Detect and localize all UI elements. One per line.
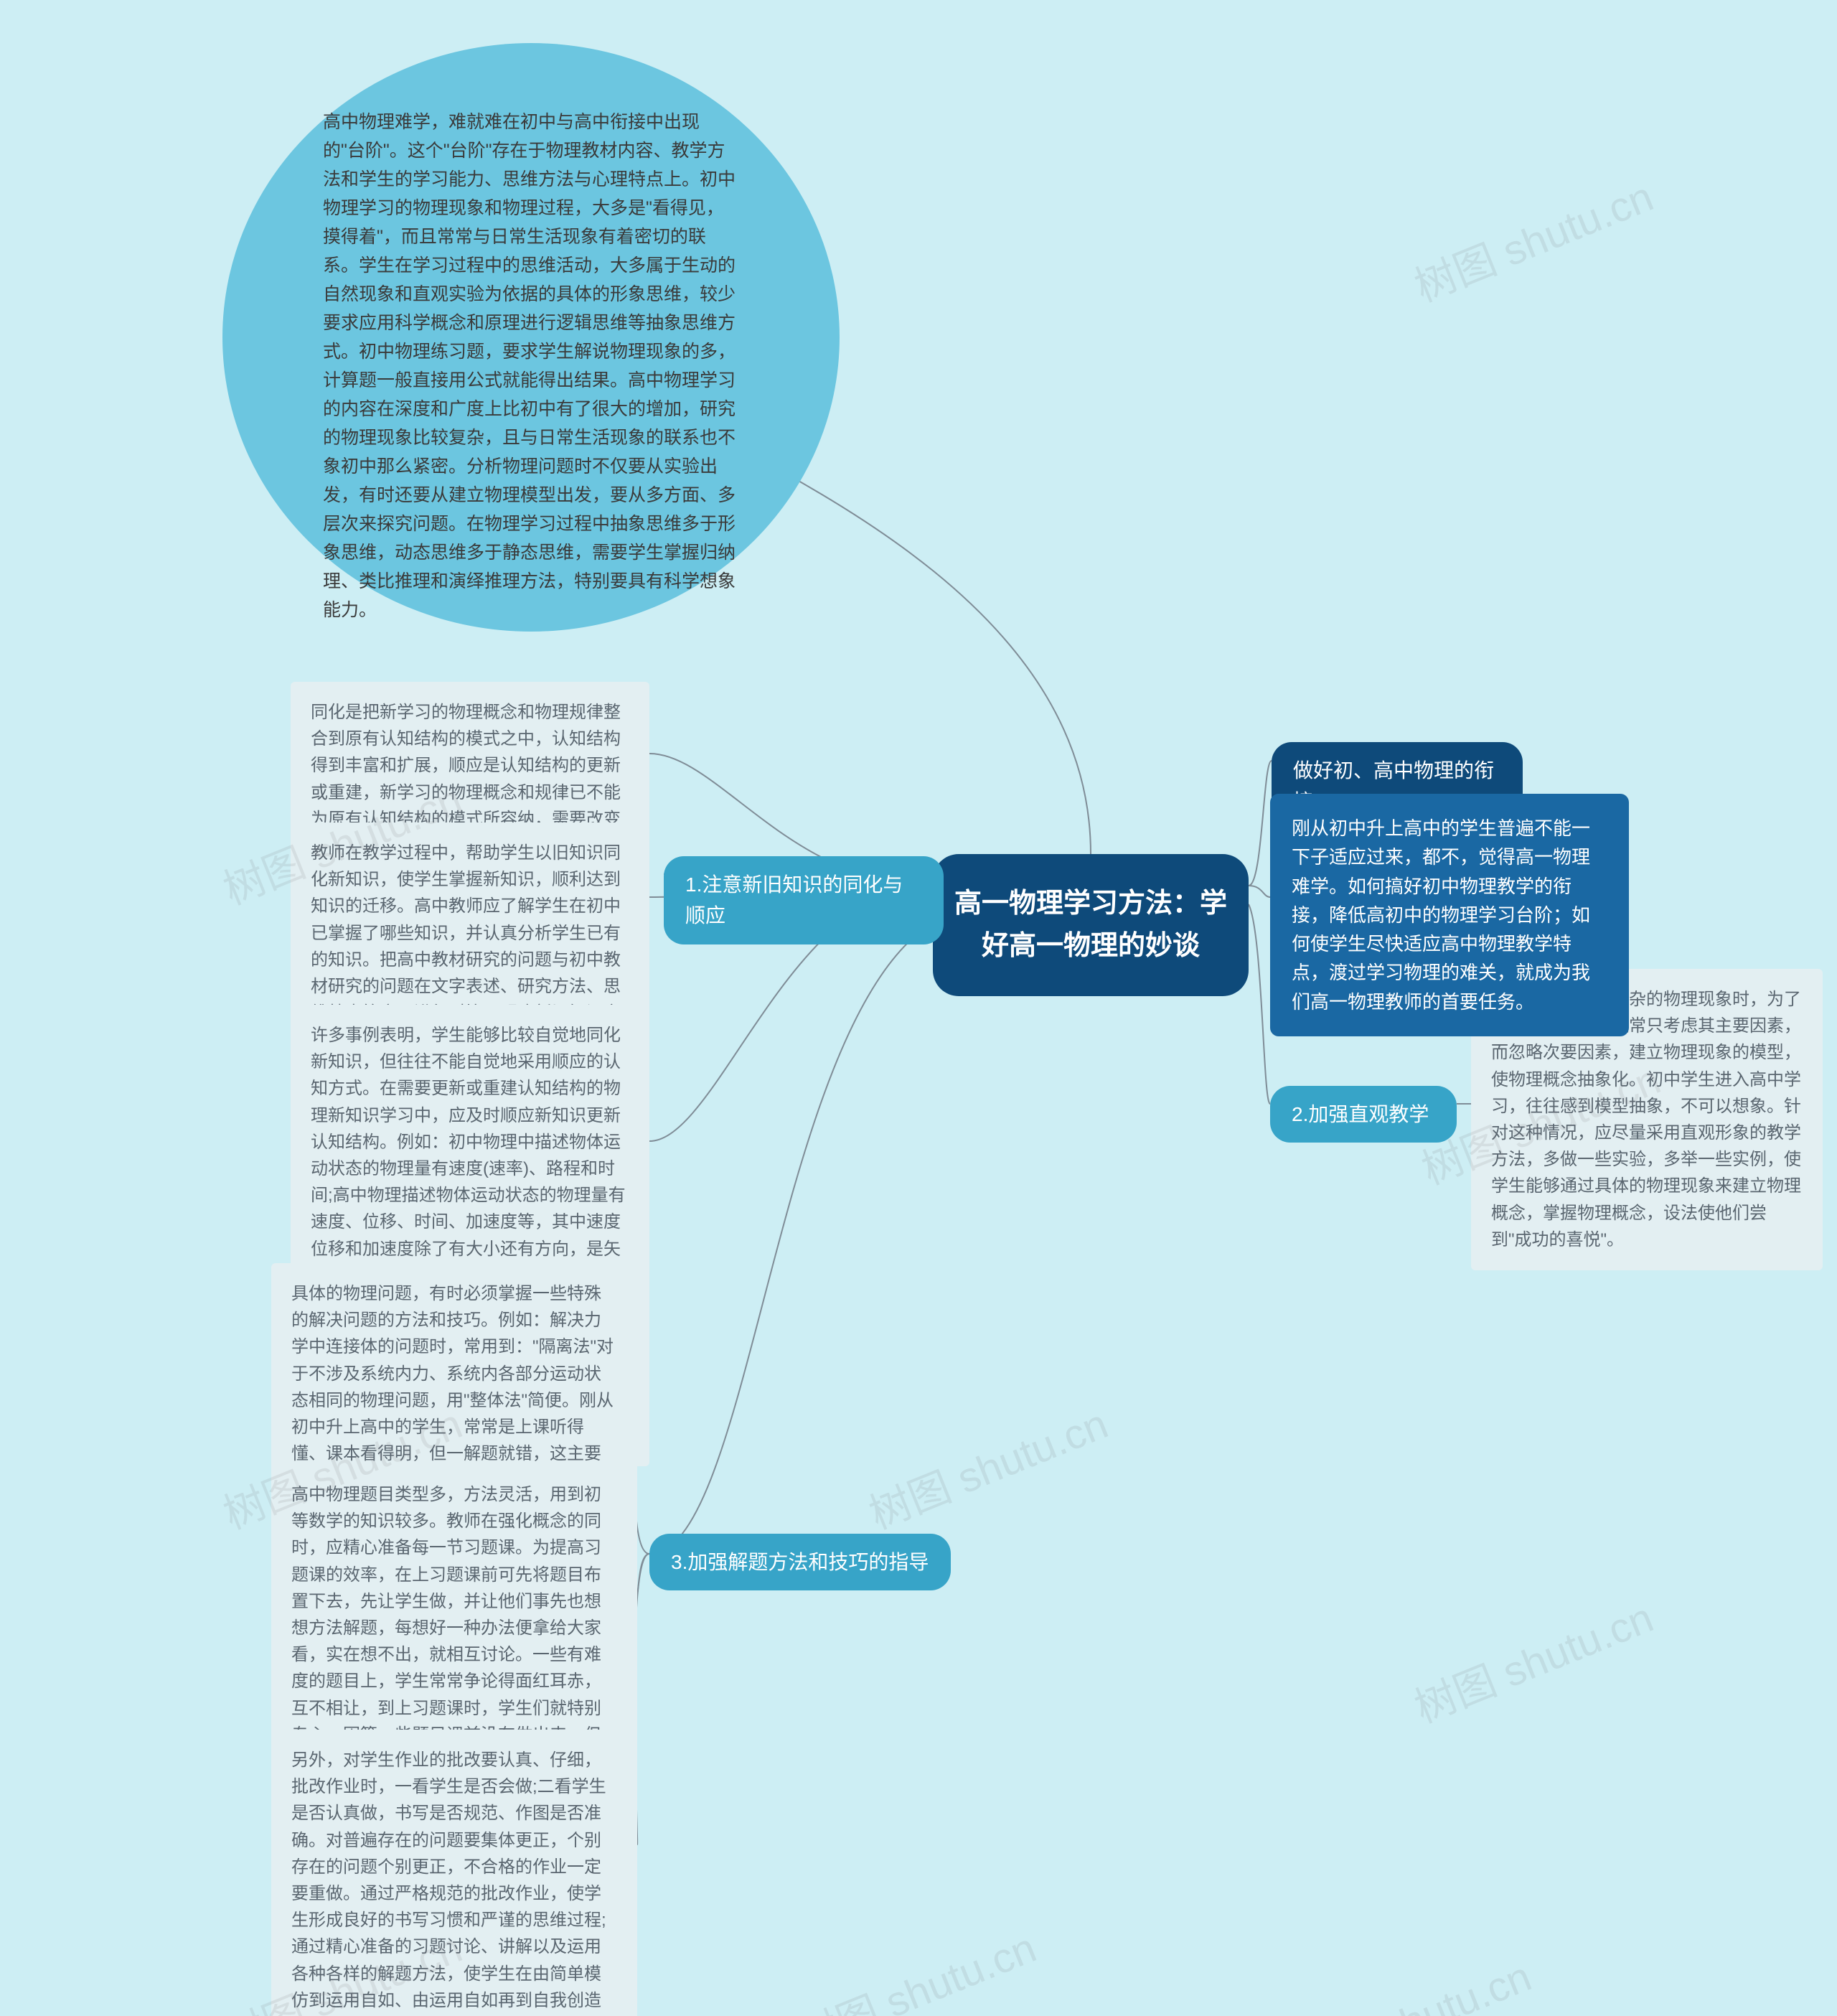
mindmap-canvas: 高中物理难学，难就难在初中与高中衔接中出现的"台阶"。这个"台阶"存在于物理教材… [0,0,1837,2016]
intro-ellipse: 高中物理难学，难就难在初中与高中衔接中出现的"台阶"。这个"台阶"存在于物理教材… [222,43,840,632]
branch-3-leaf-2: 另外，对学生作业的批改要认真、仔细，批改作业时，一看学生是否会做;二看学生是否认… [271,1730,637,2016]
center-node: 高一物理学习方法：学好高一物理的妙谈 [933,854,1249,996]
watermark: 树图 shutu.cn [1404,163,1660,314]
branch-1-label: 1.注意新旧知识的同化与顺应 [685,873,903,927]
watermark: 树图 shutu.cn [1282,1943,1538,2016]
branch-2-node: 2.加强直观教学 [1270,1086,1457,1143]
watermark: 树图 shutu.cn [1404,1584,1660,1735]
intro-text: 高中物理难学，难就难在初中与高中衔接中出现的"台阶"。这个"台阶"存在于物理教材… [323,112,736,620]
right-main-node: 刚从初中升上高中的学生普遍不能一下子适应过来，都不，觉得高一物理难学。如何搞好初… [1270,794,1629,1036]
watermark: 树图 shutu.cn [787,1914,1043,2016]
center-title: 高一物理学习方法：学好高一物理的妙谈 [954,889,1227,961]
branch-3-node: 3.加强解题方法和技巧的指导 [649,1534,951,1590]
branch-2-label: 2.加强直观教学 [1292,1103,1429,1125]
watermark: 树图 shutu.cn [859,1390,1115,1541]
right-main-text: 刚从初中升上高中的学生普遍不能一下子适应过来，都不，觉得高一物理难学。如何搞好初… [1292,817,1590,1013]
branch-3-label: 3.加强解题方法和技巧的指导 [671,1551,929,1573]
branch-1-node: 1.注意新旧知识的同化与顺应 [664,856,944,944]
branch-3-leaf-2-text: 另外，对学生作业的批改要认真、仔细，批改作业时，一看学生是否会做;二看学生是否认… [291,1750,606,2016]
